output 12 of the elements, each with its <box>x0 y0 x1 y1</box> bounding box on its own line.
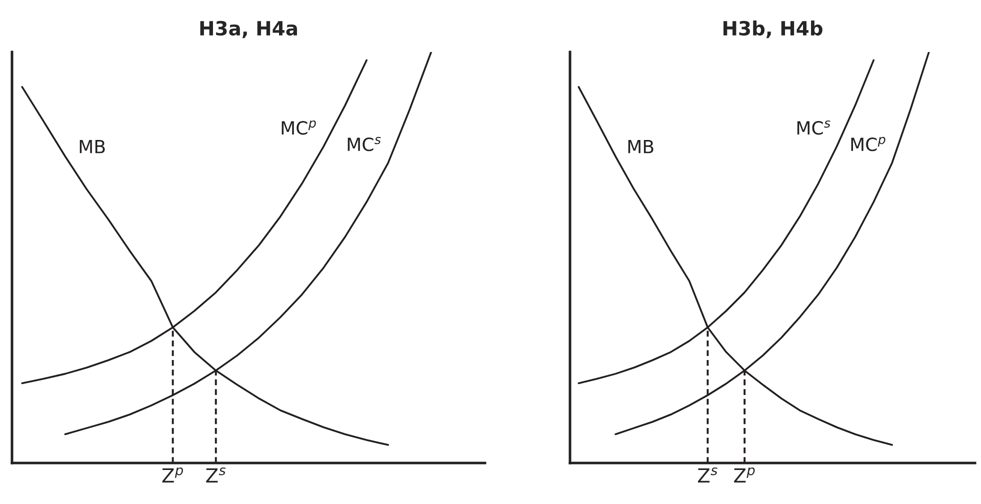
series-label: MC$^{s}$ <box>797 120 830 135</box>
series-label: MC$^{p}$ <box>282 120 316 135</box>
series-label: MB <box>628 140 654 154</box>
chart-title: H3a, H4a <box>200 20 297 38</box>
x-tick-label: Z$^{p}$ <box>162 467 183 483</box>
x-tick-label: Z$^{s}$ <box>206 467 226 483</box>
x-tick-label: Z$^{s}$ <box>698 467 718 483</box>
series-label: MC$^{s}$ <box>348 136 381 152</box>
chart-title: H3b, H4b <box>723 20 822 38</box>
series-label: MC$^{p}$ <box>851 136 886 152</box>
series-label: MB <box>80 140 105 154</box>
x-tick-label: Z$^{p}$ <box>734 467 755 483</box>
